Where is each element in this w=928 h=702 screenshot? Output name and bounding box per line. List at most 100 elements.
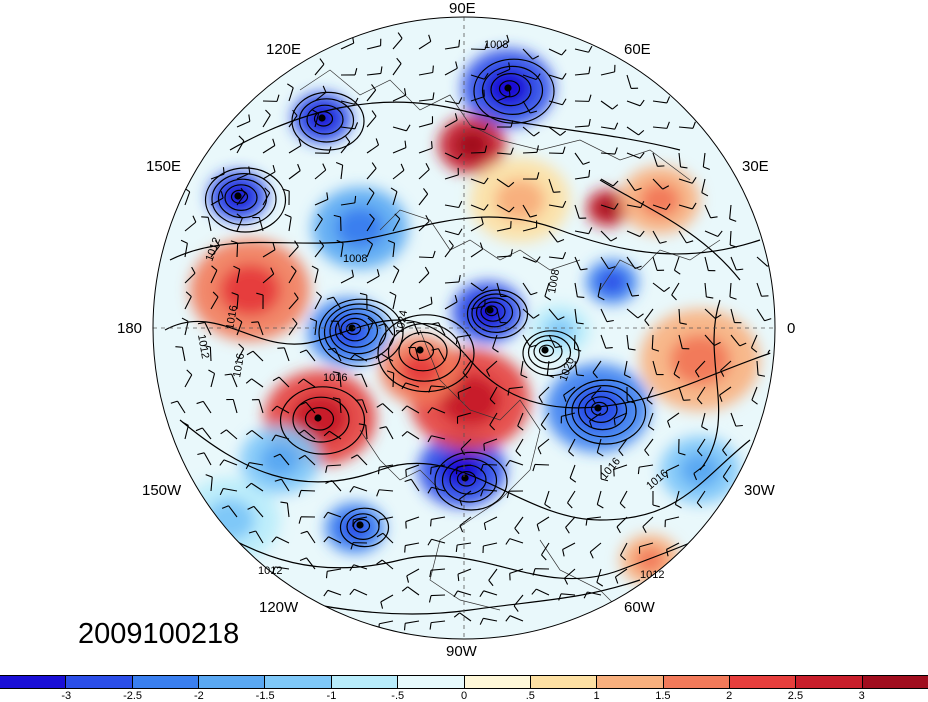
- wind-barb: [378, 516, 394, 527]
- longitude-label-30e: 30E: [742, 158, 769, 175]
- colorbar-tick-label: -1: [326, 690, 337, 702]
- wind-barb: [600, 203, 619, 210]
- wind-barb: [496, 221, 512, 232]
- wind-barb: [404, 478, 420, 492]
- wind-barb: [479, 590, 498, 598]
- low-pressure-isobar: [352, 518, 371, 533]
- wind-barb: [574, 152, 590, 165]
- colorbar-swatch: [66, 676, 133, 688]
- wind-barb: [349, 588, 368, 596]
- wind-barb: [548, 98, 567, 106]
- wind-barb: [592, 360, 602, 379]
- wind-barb: [230, 240, 239, 258]
- wind-barb: [282, 188, 290, 206]
- wind-barb: [522, 334, 538, 348]
- wind-barb: [220, 429, 238, 440]
- longitude-label-90e: 90E: [449, 0, 476, 17]
- low-pressure-isobar: [577, 390, 628, 431]
- wind-barb: [596, 568, 604, 587]
- wind-barb: [637, 464, 654, 475]
- wind-barb: [386, 370, 395, 388]
- wind-barb: [626, 256, 642, 270]
- wind-barb: [589, 542, 602, 559]
- wind-barb: [221, 505, 238, 518]
- wind-barb: [392, 32, 403, 50]
- wind-barb: [455, 542, 472, 552]
- wind-barb: [505, 459, 524, 467]
- wind-barb: [418, 188, 429, 206]
- wind-barb: [418, 141, 433, 154]
- wind-barb: [596, 438, 604, 457]
- wind-barb: [522, 308, 540, 319]
- wind-barb: [574, 360, 584, 377]
- wind-barb: [520, 360, 528, 379]
- wind-barb: [208, 369, 216, 388]
- wind-barb: [756, 308, 772, 322]
- wind-barb: [482, 542, 498, 554]
- wind-barb: [479, 617, 498, 625]
- high-pressure-isobar: [387, 323, 462, 382]
- wind-barb: [429, 620, 446, 630]
- low-pressure-isobar: [204, 167, 287, 233]
- wind-barb: [453, 612, 472, 622]
- contour-label: 1012: [258, 565, 282, 577]
- wind-barb: [231, 292, 239, 310]
- wind-barb: [262, 138, 276, 154]
- wind-barb: [314, 85, 327, 102]
- wind-barb: [350, 454, 368, 466]
- colorbar-swatch: [464, 676, 531, 688]
- wind-barb: [722, 464, 732, 483]
- wind-barb: [522, 48, 540, 60]
- high-pressure-isobar: [279, 386, 366, 455]
- contour-label: 1024: [394, 309, 410, 335]
- wind-barb: [496, 282, 508, 298]
- wind-barb: [496, 88, 511, 102]
- pressure-center: [318, 114, 326, 122]
- low-pressure-isobar: [584, 396, 618, 424]
- anomaly-core: [440, 451, 484, 489]
- wind-barb: [565, 516, 576, 534]
- wind-barb: [652, 203, 671, 210]
- wind-barb: [403, 620, 420, 631]
- low-pressure-isobar: [538, 344, 555, 357]
- isobar: [169, 216, 761, 261]
- wind-barb: [522, 126, 540, 137]
- wind-barb: [574, 94, 592, 102]
- wind-barb: [236, 213, 243, 232]
- wind-barb: [366, 138, 380, 154]
- isobar: [199, 519, 731, 580]
- anomaly-core: [599, 271, 625, 293]
- wind-barb: [531, 588, 550, 596]
- wind-barb: [678, 386, 691, 401]
- wind-barb: [618, 438, 628, 457]
- colorbar-swatch: [862, 676, 928, 688]
- contour-label: 1016: [231, 352, 247, 378]
- contour-label: 1008: [546, 268, 562, 294]
- wind-barb: [418, 92, 435, 102]
- wind-barb: [428, 594, 446, 603]
- wind-barb: [219, 459, 238, 466]
- wind-barb: [247, 505, 264, 518]
- wind-barb: [522, 172, 540, 180]
- wind-barb: [522, 73, 541, 81]
- wind-barb: [392, 213, 401, 232]
- wind-barb: [613, 464, 628, 477]
- wind-barb: [674, 490, 682, 509]
- wind-barb: [366, 84, 377, 102]
- wind-barb: [251, 399, 264, 414]
- wind-barb: [280, 501, 290, 518]
- colorbar-swatch: [265, 676, 332, 688]
- wind-barb: [197, 452, 212, 466]
- wind-barb: [418, 65, 434, 76]
- wind-barb: [522, 220, 538, 232]
- wind-barb: [246, 350, 264, 362]
- wind-barb: [496, 62, 511, 76]
- high-pressure-isobar: [377, 314, 475, 393]
- wind-barb: [375, 353, 394, 362]
- wind-barb: [359, 292, 368, 310]
- longitude-label-90w: 90W: [446, 643, 477, 660]
- low-pressure-isobar: [533, 339, 563, 364]
- wind-barb: [730, 412, 743, 427]
- wind-barb: [678, 121, 696, 129]
- wind-barb: [664, 516, 680, 528]
